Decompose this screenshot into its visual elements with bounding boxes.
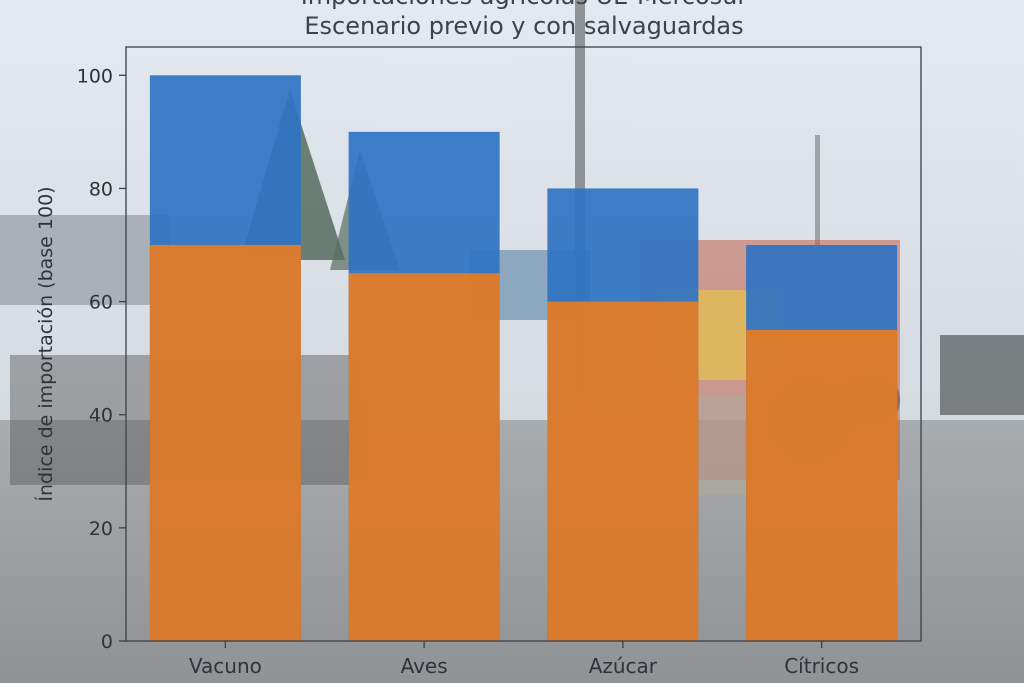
- y-tick-label: 80: [89, 178, 113, 200]
- x-tick-label: Azúcar: [589, 654, 658, 678]
- bar-series-2-vacuno: [149, 245, 301, 641]
- y-tick-label: 100: [77, 65, 113, 87]
- chart-subtitle: Escenario previo y con salvaguardas: [304, 12, 743, 40]
- bar-series-2-aves: [348, 273, 500, 641]
- y-axis: 0 20 40 60 80 100: [77, 65, 126, 653]
- bar-series-2-azúcar: [547, 301, 699, 641]
- y-tick-label: 40: [89, 405, 113, 427]
- x-tick-label: Cítricos: [784, 654, 859, 678]
- chart-title: Importaciones agrícolas UE-Mercosur: [301, 0, 748, 10]
- x-tick-label: Vacuno: [189, 654, 262, 678]
- y-axis-label: Índice de importación (base 100): [34, 186, 57, 501]
- bar-layer: [149, 75, 898, 642]
- y-tick-label: 60: [89, 292, 113, 314]
- y-tick-label: 0: [101, 631, 113, 653]
- plot-frame: [125, 46, 922, 642]
- x-axis: Vacuno Aves Azúcar Cítricos: [189, 641, 859, 678]
- x-tick-label: Aves: [401, 654, 448, 678]
- bar-series-2-cítricos: [746, 329, 898, 641]
- y-tick-label: 20: [89, 518, 113, 540]
